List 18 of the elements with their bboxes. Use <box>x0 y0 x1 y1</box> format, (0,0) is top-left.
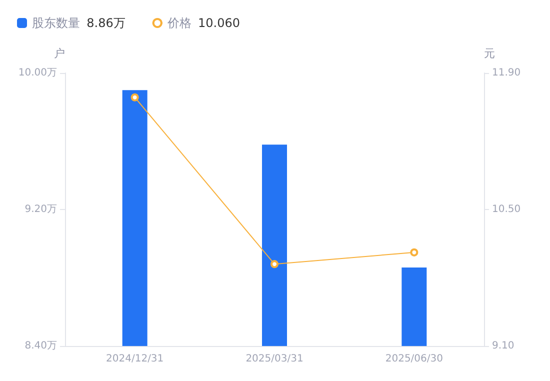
y2-axis-title: 元 <box>484 47 495 60</box>
y2-tick-label: 11.90 <box>492 68 521 78</box>
point <box>130 93 139 102</box>
y-tick-label: 9.20万 <box>24 204 57 215</box>
y-tick-label: 8.40万 <box>24 340 57 352</box>
x-tick-label: 2024/12/31 <box>106 354 164 364</box>
x-tick-label: 2025/03/31 <box>246 354 304 364</box>
text: 8.86万 <box>86 16 126 30</box>
x-tick-label: 2025/06/30 <box>385 354 443 364</box>
y-tick-label: 10.00万 <box>18 68 57 78</box>
text: 10.060 <box>198 16 240 30</box>
point <box>270 260 278 268</box>
y-axis-title: 户 <box>54 47 65 60</box>
y2-tick-label: 10.50 <box>492 204 521 215</box>
legend-label: 价格 <box>166 16 192 30</box>
point <box>410 248 418 256</box>
legend-label: 股东数量 <box>32 16 80 30</box>
y2-tick-label: 9.10 <box>492 340 514 352</box>
